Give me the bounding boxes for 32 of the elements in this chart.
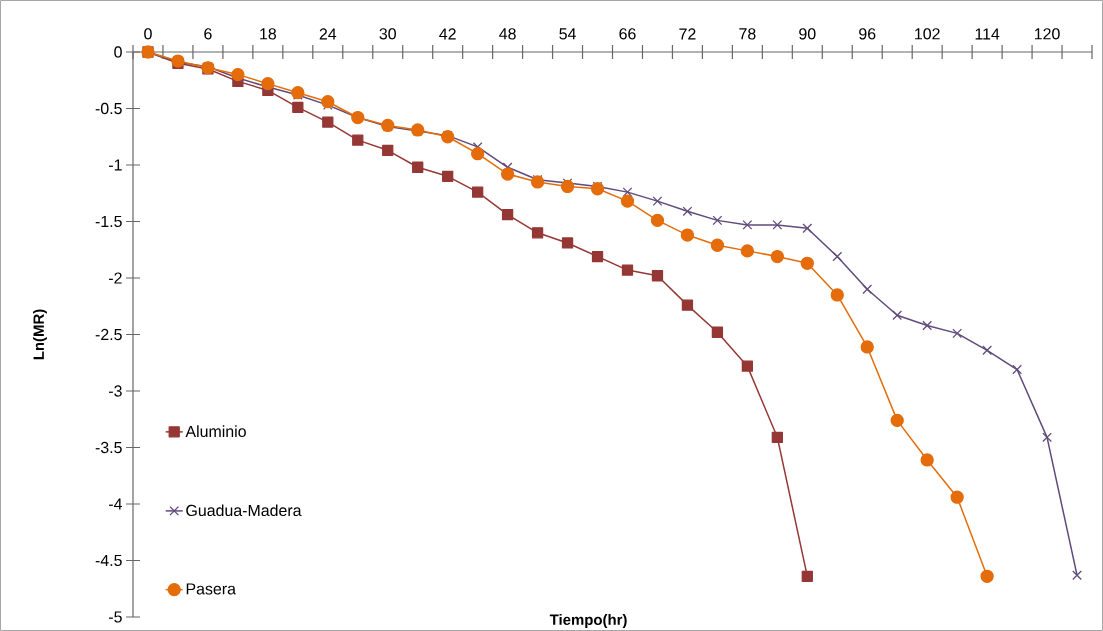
y-tick-label: -1.5 [95,215,122,228]
y-tick-label: -4 [109,498,122,510]
y-axis-title: Ln(MR) [33,309,47,360]
x-tick-label: 42 [439,28,456,40]
y-tick-label: -1 [109,159,122,171]
x-tick-label: 114 [975,28,1000,40]
legend-label: Pasera [186,583,236,595]
y-tick-label: -3.5 [95,441,122,454]
x-tick-label: 18 [260,28,277,40]
x-axis-title: Tiempo(hr) [549,614,627,628]
x-tick-label: 96 [859,28,876,40]
legend-label: Aluminio [185,425,246,438]
x-tick-label: 72 [679,28,696,40]
x-tick-label: 24 [319,28,337,40]
legend-label: Guadua-Madera [186,504,302,517]
x-tick-label: 78 [739,28,756,40]
x-tick-label: 90 [799,28,816,40]
y-tick-label: 0 [114,46,122,58]
x-tick-label: 0 [144,28,152,40]
x-tick-label: 54 [559,28,576,40]
y-tick-label: -2.5 [95,328,122,341]
y-tick-label: -3 [109,385,122,397]
y-tick-label: -4.5 [95,554,122,567]
x-tick-label: 30 [379,28,396,40]
y-tick-label: -2 [109,272,122,284]
x-tick-label: 6 [204,28,212,40]
x-tick-label: 48 [499,28,516,40]
y-tick-label: -5 [109,611,122,623]
x-tick-label: 120 [1034,28,1060,40]
x-tick-label: 66 [619,28,636,40]
x-tick-label: 102 [915,28,940,40]
y-tick-label: -0.5 [95,102,122,115]
